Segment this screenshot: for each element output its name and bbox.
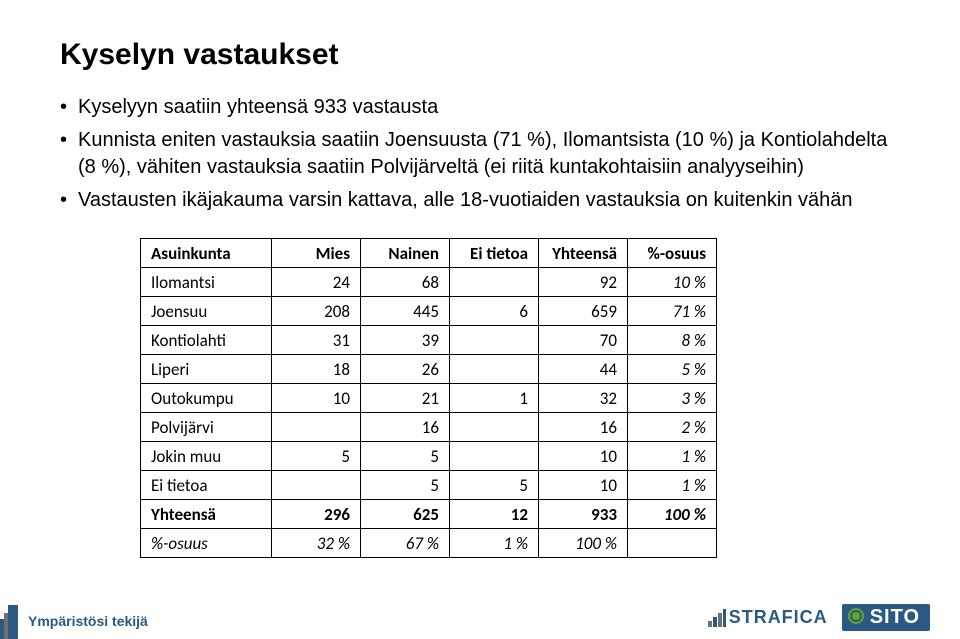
table-cell: Ei tietoa <box>141 471 272 500</box>
footer: Ympäristösi tekijä STRAFICA SITO <box>0 587 960 639</box>
table-cell: 26 <box>361 355 450 384</box>
table-cell: 10 <box>539 442 628 471</box>
bullet-item: Kyselyyn saatiin yhteensä 933 vastausta <box>60 94 900 121</box>
table-cell: 100 % <box>628 500 717 529</box>
table-header-row: Asuinkunta Mies Nainen Ei tietoa Yhteens… <box>141 239 717 268</box>
table-cell: 625 <box>361 500 450 529</box>
table-cell: 1 % <box>628 442 717 471</box>
strafica-icon <box>708 609 726 627</box>
table-cell: 10 <box>272 384 361 413</box>
table-cell: 6 <box>450 297 539 326</box>
table-cell: 32 <box>539 384 628 413</box>
table-cell: 71 % <box>628 297 717 326</box>
table-cell: 10 <box>539 471 628 500</box>
table-totals-row: Yhteensä29662512933100 % <box>141 500 717 529</box>
table-cell: 16 <box>361 413 450 442</box>
table-row: Kontiolahti3139 708 % <box>141 326 717 355</box>
strafica-text: STRAFICA <box>729 607 828 628</box>
table-pct-row: %-osuus32 %67 %1 %100 % <box>141 529 717 558</box>
table-cell: 44 <box>539 355 628 384</box>
footer-accent-bar <box>8 605 18 639</box>
table-cell: 31 <box>272 326 361 355</box>
table-cell: 296 <box>272 500 361 529</box>
table-cell: 32 % <box>272 529 361 558</box>
table-cell <box>450 413 539 442</box>
col-header: Nainen <box>361 239 450 268</box>
table-cell <box>450 326 539 355</box>
table-cell: 933 <box>539 500 628 529</box>
table-cell: Joensuu <box>141 297 272 326</box>
table-cell: 67 % <box>361 529 450 558</box>
table-cell: 445 <box>361 297 450 326</box>
table-cell: %-osuus <box>141 529 272 558</box>
table-cell <box>450 442 539 471</box>
table-cell <box>450 268 539 297</box>
col-header: %-osuus <box>628 239 717 268</box>
table-cell: 10 % <box>628 268 717 297</box>
table-cell: 8 % <box>628 326 717 355</box>
table-cell: Liperi <box>141 355 272 384</box>
table-cell: 5 <box>450 471 539 500</box>
table-cell: 5 % <box>628 355 717 384</box>
table-cell: 16 <box>539 413 628 442</box>
table-row: Outokumpu10211323 % <box>141 384 717 413</box>
table-cell: Polvijärvi <box>141 413 272 442</box>
table-cell: Outokumpu <box>141 384 272 413</box>
table-cell: 5 <box>361 471 450 500</box>
table-cell: 100 % <box>539 529 628 558</box>
table-cell: Yhteensä <box>141 500 272 529</box>
table-cell: 12 <box>450 500 539 529</box>
table-cell: 68 <box>361 268 450 297</box>
table-row: Liperi1826 445 % <box>141 355 717 384</box>
table-cell: 1 % <box>628 471 717 500</box>
table-row: Ilomantsi2468 9210 % <box>141 268 717 297</box>
page-title: Kyselyn vastaukset <box>60 38 900 72</box>
footer-tagline: Ympäristösi tekijä <box>28 613 148 629</box>
table-row: Jokin muu55101 % <box>141 442 717 471</box>
col-header: Ei tietoa <box>450 239 539 268</box>
table-cell: 92 <box>539 268 628 297</box>
table-cell: Kontiolahti <box>141 326 272 355</box>
table-cell: 1 <box>450 384 539 413</box>
col-header: Mies <box>272 239 361 268</box>
table-cell: 208 <box>272 297 361 326</box>
table-cell: Jokin muu <box>141 442 272 471</box>
table-cell: 18 <box>272 355 361 384</box>
table-row: Joensuu208445665971 % <box>141 297 717 326</box>
table-cell: 2 % <box>628 413 717 442</box>
table-cell: 5 <box>272 442 361 471</box>
strafica-logo: STRAFICA <box>708 607 828 628</box>
table-cell: 70 <box>539 326 628 355</box>
table-cell: 659 <box>539 297 628 326</box>
table-cell: 5 <box>361 442 450 471</box>
table-cell <box>272 413 361 442</box>
table-cell <box>450 355 539 384</box>
table-row: Ei tietoa55101 % <box>141 471 717 500</box>
table-cell: 21 <box>361 384 450 413</box>
col-header: Asuinkunta <box>141 239 272 268</box>
bullet-item: Kunnista eniten vastauksia saatiin Joens… <box>60 127 900 181</box>
data-table: Asuinkunta Mies Nainen Ei tietoa Yhteens… <box>140 238 717 558</box>
table-cell: 24 <box>272 268 361 297</box>
table-cell: 39 <box>361 326 450 355</box>
sito-logo: SITO <box>842 604 930 631</box>
table-row: Polvijärvi16162 % <box>141 413 717 442</box>
table-cell: Ilomantsi <box>141 268 272 297</box>
table-cell: 3 % <box>628 384 717 413</box>
table-cell <box>272 471 361 500</box>
table-cell <box>628 529 717 558</box>
col-header: Yhteensä <box>539 239 628 268</box>
bullet-item: Vastausten ikäjakauma varsin kattava, al… <box>60 187 900 214</box>
bullet-list: Kyselyyn saatiin yhteensä 933 vastausta … <box>60 94 900 214</box>
table-cell: 1 % <box>450 529 539 558</box>
